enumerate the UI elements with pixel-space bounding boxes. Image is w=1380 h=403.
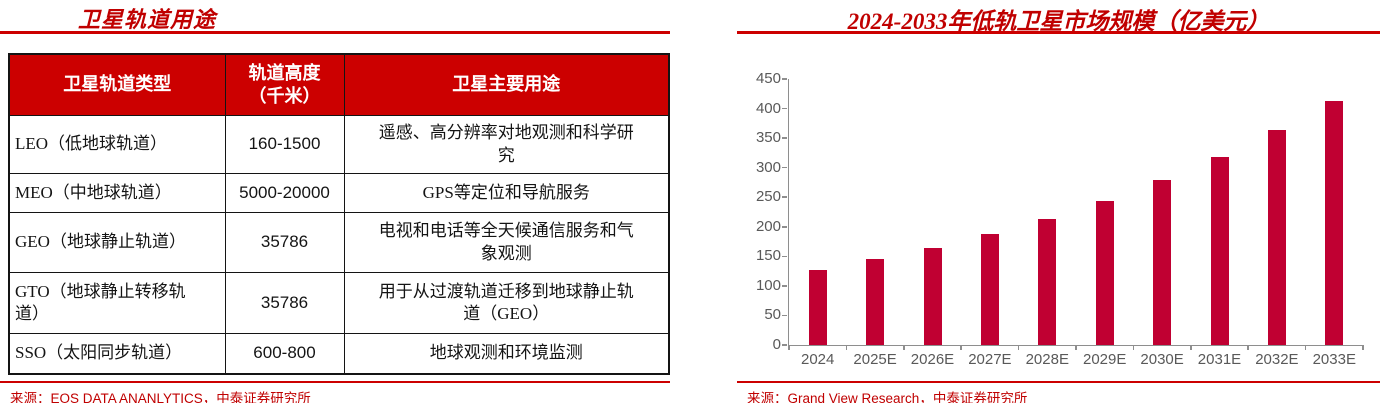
x-axis-tick: [1247, 345, 1249, 350]
right-bottom-rule: [737, 381, 1380, 383]
x-axis-tick: [1075, 345, 1077, 350]
bar-2032E: [1267, 130, 1286, 345]
bar-2031E: [1210, 157, 1229, 345]
bar-2026E: [923, 248, 942, 345]
y-axis-tick: [782, 137, 787, 139]
table-row: MEO（中地球轨道） 5000-20000 GPS等定位和导航服务: [8, 173, 670, 213]
bar-2029E: [1095, 200, 1114, 345]
orbit-altitude-cell: 35786: [224, 212, 345, 273]
orbit-usage-cell: 电视和电话等全天候通信服务和气 象观测: [343, 212, 670, 273]
y-axis-tick: [782, 255, 787, 258]
x-axis-label: 2027E: [968, 351, 1012, 368]
x-axis-label: 2029E: [1083, 351, 1127, 368]
left-source-note: 来源：EOS DATA ANANLYTICS，中泰证券研究所: [10, 391, 311, 403]
x-axis-tick: [1304, 345, 1307, 350]
left-bottom-rule: [0, 381, 670, 383]
y-axis-tick-label: 350: [755, 129, 781, 147]
right-title-underline: [737, 31, 1380, 34]
table-row: SSO（太阳同步轨道） 600-800 地球观测和环境监测: [8, 333, 670, 374]
y-axis-tick-label: 200: [755, 217, 781, 235]
orbit-type-cell: GEO（地球静止轨道）: [8, 212, 226, 273]
header-orbit-type: 卫星轨道类型: [8, 53, 226, 116]
orbit-type-cell: LEO（低地球轨道）: [8, 115, 226, 174]
orbit-table: 卫星轨道类型 轨道高度 （千米） 卫星主要用途 LEO（低地球轨道） 160-15…: [8, 53, 670, 375]
orbit-type-cell: SSO（太阳同步轨道）: [8, 333, 226, 374]
x-axis-label: 2031E: [1197, 351, 1242, 368]
y-axis-tick-label: 0: [772, 336, 781, 353]
bar-chart-plot: 450 400 350 300 250 200 150 100 50 0 2024 2025E 2026…: [756, 71, 1364, 368]
y-axis-tick: [782, 196, 787, 198]
y-axis-tick: [782, 78, 787, 80]
orbit-type-cell: GTO（地球静止转移轨 道）: [8, 272, 226, 334]
bar-2024: [808, 269, 827, 345]
y-axis-tick: [782, 314, 787, 317]
bar-2025E: [866, 259, 885, 345]
table-row: GTO（地球静止转移轨 道） 35786 用于从过渡轨道迁移到地球静止轨 道（GEO…: [8, 272, 670, 334]
table-row: LEO（低地球轨道） 160-1500 遥感、高分辨率对地观测和科学研 究: [8, 115, 670, 174]
right-panel-title: 2024-2033年低轨卫星市场规模（亿美元）: [847, 9, 1270, 34]
orbit-usage-cell: 遥感、高分辨率对地观测和科学研 究: [343, 115, 670, 174]
orbit-altitude-cell: 35786: [224, 272, 345, 334]
y-axis-tick: [782, 166, 787, 169]
orbit-usage-cell: GPS等定位和导航服务: [343, 173, 670, 213]
y-axis-tick-label: 50: [764, 306, 781, 324]
y-axis-tick-label: 150: [755, 247, 781, 265]
x-axis-label: 2032E: [1255, 351, 1299, 368]
x-axis-tick: [1017, 345, 1020, 350]
x-axis-label: 2024: [801, 351, 835, 368]
bar-2033E: [1325, 101, 1344, 345]
x-axis-label: 2025E: [853, 351, 897, 368]
y-axis-tick-label: 100: [755, 276, 781, 294]
orbit-altitude-cell: 600-800: [224, 333, 345, 374]
x-axis-label: 2033E: [1312, 351, 1356, 368]
y-axis-tick: [782, 285, 787, 287]
left-title-underline: [0, 31, 670, 34]
table-row: GEO（地球静止轨道） 35786 电视和电话等全天候通信服务和气 象观测: [8, 212, 670, 273]
orbit-altitude-cell: 160-1500: [224, 115, 345, 174]
orbit-usage-cell: 地球观测和环境监测: [343, 333, 670, 374]
bar-2028E: [1038, 218, 1057, 345]
x-axis-tick: [960, 345, 962, 350]
x-axis-tick: [903, 345, 905, 350]
bar-2027E: [980, 233, 999, 345]
y-axis-tick-label: 400: [755, 99, 781, 117]
header-orbit-altitude: 轨道高度 （千米）: [224, 53, 345, 116]
x-axis-tick: [845, 345, 848, 350]
left-panel-title: 卫星轨道用途: [78, 7, 217, 32]
x-axis-label: 2026E: [910, 351, 955, 368]
right-source-note: 来源：Grand View Research，中泰证券研究所: [747, 391, 1028, 403]
y-axis-tick-label: 450: [755, 70, 781, 87]
x-axis-label: 2030E: [1140, 351, 1184, 368]
x-axis-label: 2028E: [1025, 351, 1069, 368]
x-axis-tick: [1362, 345, 1364, 350]
header-orbit-usage: 卫星主要用途: [343, 53, 670, 116]
y-axis-tick: [782, 226, 787, 228]
x-axis-tick: [788, 345, 790, 350]
orbit-altitude-cell: 5000-20000: [224, 173, 345, 213]
x-axis-tick: [1190, 345, 1192, 350]
table-header-row: 卫星轨道类型 轨道高度 （千米） 卫星主要用途: [8, 53, 670, 116]
y-axis-tick: [782, 344, 787, 346]
y-axis-tick-label: 300: [755, 158, 781, 176]
orbit-type-cell: MEO（中地球轨道）: [8, 173, 226, 213]
orbit-usage-cell: 用于从过渡轨道迁移到地球静止轨 道（GEO）: [343, 272, 670, 334]
y-axis-tick-label: 250: [755, 188, 781, 206]
y-axis-tick: [782, 107, 787, 110]
x-axis-tick: [1132, 345, 1135, 350]
bar-2030E: [1153, 180, 1172, 345]
